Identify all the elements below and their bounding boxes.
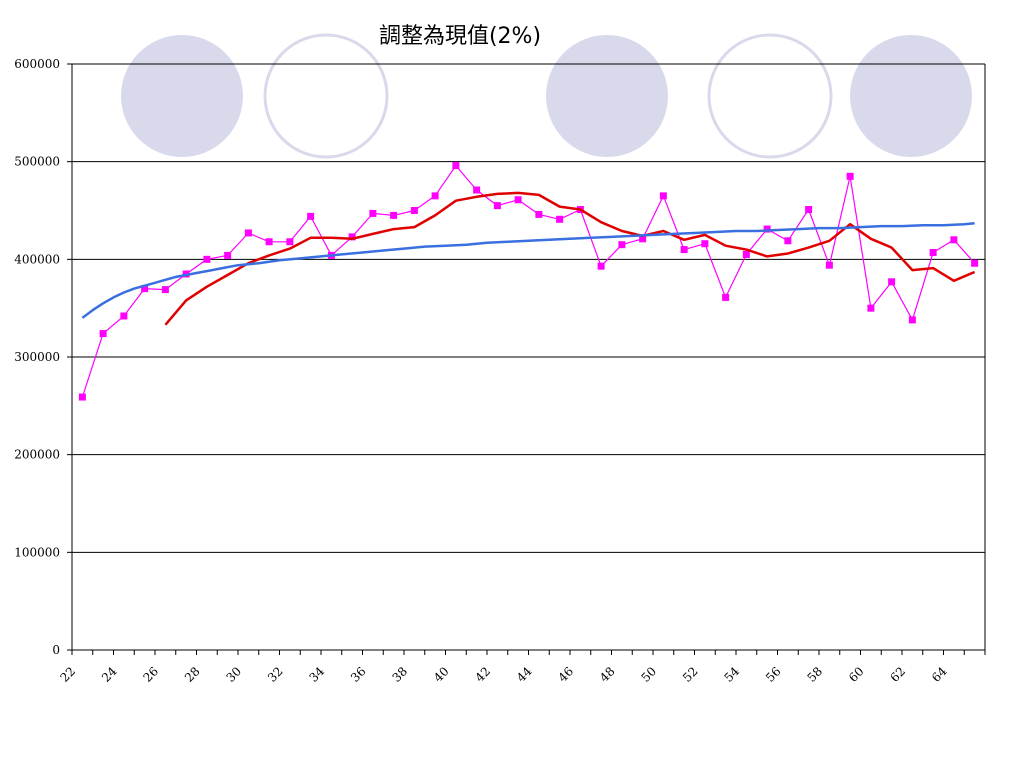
series-0-point <box>908 316 916 324</box>
x-tick-label: 38 <box>389 664 410 685</box>
series-0-point <box>680 246 688 254</box>
x-tick-label: 60 <box>846 664 867 685</box>
series-0-point <box>452 162 460 170</box>
x-tick-label: 36 <box>348 664 369 685</box>
series-0-point <box>307 212 315 220</box>
series-1-line <box>164 191 976 326</box>
series-0-point <box>473 186 481 194</box>
series-0-point <box>244 229 252 237</box>
y-tick-label: 600000 <box>14 57 60 71</box>
x-tick-label: 28 <box>182 664 203 685</box>
x-tick-label: 46 <box>555 664 576 685</box>
series-0-point <box>618 241 626 249</box>
x-tick-label: 42 <box>472 664 493 685</box>
x-tick-label: 54 <box>721 664 742 685</box>
series-0-point <box>286 238 294 246</box>
y-tick-label: 100000 <box>14 545 60 559</box>
x-tick-label: 40 <box>431 664 452 685</box>
series-0-point <box>556 215 564 223</box>
series-0-point <box>742 250 750 258</box>
series-0-point <box>161 286 169 294</box>
x-tick-label: 30 <box>223 664 244 685</box>
series-0-point <box>722 293 730 301</box>
x-tick-label: 26 <box>140 664 161 685</box>
background-circle <box>121 35 243 157</box>
tick-labels: 0 100000 200000 300000 400000 500000 600000 22 2… <box>14 57 950 685</box>
y-tick-label: 400000 <box>14 252 60 266</box>
series-0-point <box>535 210 543 218</box>
background-circle <box>546 35 668 157</box>
series-0-point <box>120 312 128 320</box>
y-tick-label: 0 <box>52 643 60 657</box>
series-0-point <box>99 330 107 338</box>
series-0-line <box>81 165 976 398</box>
y-tick-label: 200000 <box>14 448 60 462</box>
x-tick-label: 50 <box>638 664 659 685</box>
x-tick-label: 48 <box>597 664 618 685</box>
series-0-point <box>203 255 211 263</box>
x-tick-label: 58 <box>804 664 825 685</box>
series-0-point <box>867 304 875 312</box>
series-0-point <box>784 237 792 245</box>
x-tick-label: 64 <box>929 664 950 685</box>
x-tick-label: 22 <box>57 664 78 685</box>
background-circle <box>263 33 389 159</box>
series-0-point <box>224 251 232 259</box>
series-0-point <box>597 262 605 270</box>
y-tick-label: 300000 <box>14 350 60 364</box>
series-0-point <box>659 192 667 200</box>
series-2-line <box>81 221 975 319</box>
series-0-point <box>846 172 854 180</box>
series-0-point <box>78 393 86 401</box>
x-tick-label: 32 <box>265 664 286 685</box>
x-tick-label: 56 <box>763 664 784 685</box>
gridlines <box>72 63 985 651</box>
x-tick-label: 44 <box>514 664 535 685</box>
series-0-point <box>929 248 937 256</box>
series-0-point <box>348 233 356 241</box>
series-0-point <box>390 211 398 219</box>
axes <box>67 63 986 655</box>
series-0-point <box>639 235 647 243</box>
x-tick-label: 34 <box>306 664 327 685</box>
series-0-point <box>514 196 522 204</box>
series-layer <box>78 162 979 401</box>
series-0-point <box>888 278 896 286</box>
series-0-point <box>950 236 958 244</box>
series-0-point <box>971 259 979 267</box>
series-0-point <box>493 202 501 210</box>
series-0-point <box>141 285 149 293</box>
series-0-point <box>431 192 439 200</box>
y-tick-label: 500000 <box>14 155 60 169</box>
chart-title: 調整為現值(2%) <box>378 24 542 49</box>
background-decoration <box>121 33 972 159</box>
background-circle <box>707 33 833 159</box>
series-0-point <box>805 206 813 214</box>
series-0-point <box>763 225 771 233</box>
series-0-point <box>410 207 418 214</box>
x-tick-label: 24 <box>99 664 120 685</box>
series-0-point <box>825 261 833 269</box>
x-tick-label: 62 <box>887 664 908 685</box>
series-0-point <box>369 209 377 217</box>
series-0-point <box>265 238 273 246</box>
x-tick-label: 52 <box>680 664 701 685</box>
series-0-point <box>701 240 709 248</box>
background-circle <box>850 35 972 157</box>
